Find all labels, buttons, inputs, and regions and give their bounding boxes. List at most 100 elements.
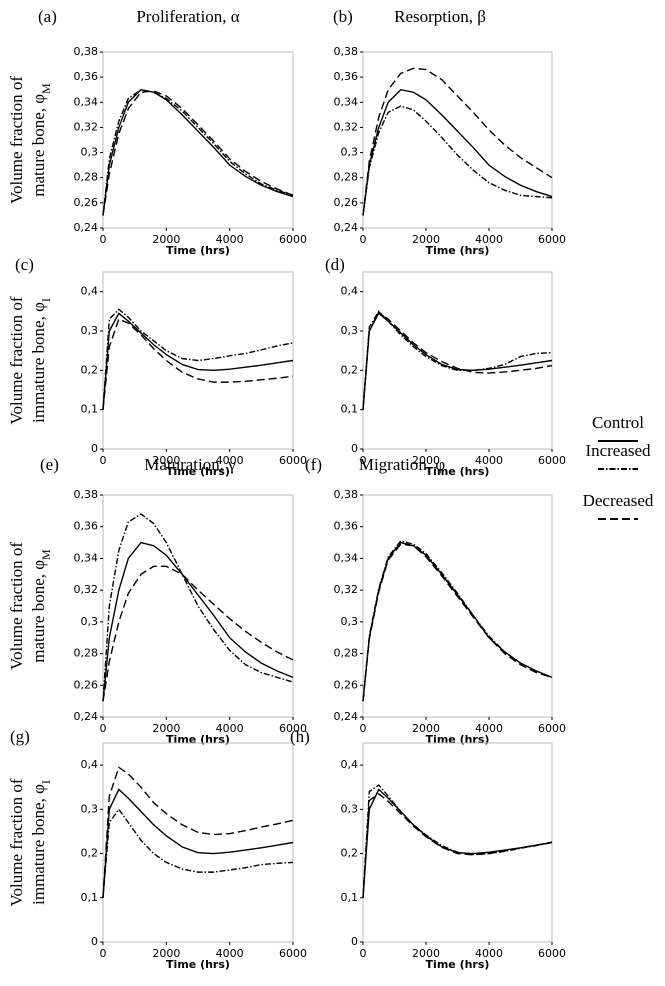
y-tick-label: 0,38 — [334, 488, 359, 501]
panel-title: Maturation, γ — [144, 455, 236, 474]
y-tick-label: 0,36 — [74, 520, 99, 533]
x-tick-label: 2000 — [152, 947, 180, 960]
series-line — [362, 541, 553, 702]
series-line — [362, 312, 553, 410]
x-tick-label: 0 — [360, 722, 367, 735]
y-tick-label: 0,24 — [334, 221, 359, 234]
x-tick-label: 0 — [360, 454, 367, 467]
panel-title: Migration, φ — [359, 455, 445, 474]
x-tick-label: 6000 — [279, 233, 307, 246]
y-axis-label: Volume fraction of — [7, 76, 26, 204]
y-tick-label: 0,26 — [334, 678, 359, 691]
y-tick-label: 0,4 — [341, 758, 359, 771]
y-axis-label: mature bone, φM — [29, 83, 53, 197]
x-tick-label: 4000 — [475, 454, 503, 467]
y-tick-label: 0,3 — [341, 615, 359, 628]
y-tick-label: 0,2 — [81, 847, 99, 860]
y-axis-label-sub: I — [39, 780, 53, 784]
plot-frame — [362, 51, 553, 229]
x-tick-label: 6000 — [538, 233, 566, 246]
series-line — [102, 308, 294, 410]
plot-frame — [362, 271, 553, 450]
x-tick-label: 4000 — [216, 233, 244, 246]
y-tick-label: 0,32 — [74, 120, 99, 133]
y-tick-label: 0,1 — [341, 891, 359, 904]
y-tick-label: 0,36 — [334, 520, 359, 533]
y-tick-label: 0,34 — [334, 95, 359, 108]
y-tick-label: 0,3 — [81, 146, 99, 159]
y-tick-label: 0,2 — [341, 847, 359, 860]
x-tick-label: 4000 — [475, 947, 503, 960]
x-tick-label: 6000 — [279, 947, 307, 960]
x-tick-label: 6000 — [279, 454, 307, 467]
y-tick-label: 0,28 — [74, 171, 99, 184]
x-tick-label: 0 — [100, 947, 107, 960]
x-tick-label: 0 — [100, 233, 107, 246]
y-tick-label: 0,36 — [74, 70, 99, 83]
series-line — [102, 808, 294, 898]
series-line — [102, 766, 294, 898]
panel-title: Proliferation, α — [136, 7, 239, 26]
legend-label: Decreased — [583, 491, 654, 510]
plot-frame — [102, 51, 294, 229]
y-tick-label: 0,1 — [341, 403, 359, 416]
x-tick-label: 2000 — [412, 947, 440, 960]
panel-label: (c) — [15, 255, 34, 274]
series-line — [362, 792, 553, 898]
x-tick-label: 0 — [100, 454, 107, 467]
y-tick-label: 0,38 — [74, 45, 99, 58]
series-line — [102, 312, 294, 410]
x-axis-label: Time (hrs) — [426, 958, 490, 971]
y-axis-label: immature bone, φI — [29, 298, 53, 423]
x-tick-label: 6000 — [279, 722, 307, 735]
series-line — [362, 311, 553, 410]
y-tick-label: 0,3 — [341, 802, 359, 815]
panel-label: (f) — [305, 455, 322, 474]
legend-label: Control — [592, 413, 644, 432]
y-tick-label: 0,38 — [334, 45, 359, 58]
y-axis-label: Volume fraction of — [7, 542, 26, 670]
series-line — [102, 541, 294, 702]
y-axis-label-main: immature bone, φ — [29, 784, 48, 905]
x-tick-label: 4000 — [216, 722, 244, 735]
y-tick-label: 0,24 — [334, 710, 359, 723]
plot-frame — [102, 742, 294, 943]
series-line — [102, 788, 294, 898]
y-tick-label: 0,3 — [81, 802, 99, 815]
y-tick-label: 0,34 — [74, 95, 99, 108]
x-tick-label: 2000 — [152, 722, 180, 735]
x-tick-label: 2000 — [412, 233, 440, 246]
y-tick-label: 0,32 — [334, 583, 359, 596]
x-axis-label: Time (hrs) — [426, 244, 490, 257]
y-tick-label: 0,32 — [334, 120, 359, 133]
y-axis-label: Volume fraction of — [7, 296, 26, 424]
x-tick-label: 4000 — [475, 722, 503, 735]
x-tick-label: 4000 — [216, 947, 244, 960]
y-tick-label: 0,28 — [334, 647, 359, 660]
x-axis-label: Time (hrs) — [166, 244, 230, 257]
x-axis-label: Time (hrs) — [426, 465, 490, 478]
y-axis-label-main: mature bone, φ — [29, 560, 48, 663]
series-line — [102, 565, 294, 702]
y-axis-label-sub: M — [39, 549, 53, 560]
series-line — [362, 543, 553, 702]
x-axis-label: Time (hrs) — [166, 465, 230, 478]
y-tick-label: 0,34 — [74, 551, 99, 564]
panel-label: (h) — [290, 727, 310, 746]
y-tick-label: 0,26 — [74, 678, 99, 691]
y-tick-label: 0,28 — [74, 647, 99, 660]
plot-frame — [362, 494, 553, 718]
y-tick-label: 0,2 — [341, 363, 359, 376]
x-tick-label: 2000 — [152, 233, 180, 246]
y-tick-label: 0,38 — [74, 488, 99, 501]
x-tick-label: 2000 — [412, 722, 440, 735]
y-tick-label: 0 — [351, 935, 358, 948]
x-tick-label: 4000 — [216, 454, 244, 467]
series-line — [362, 540, 553, 702]
y-axis-label: Volume fraction of — [7, 778, 26, 906]
series-line — [102, 318, 294, 410]
x-tick-label: 6000 — [538, 947, 566, 960]
y-tick-label: 0,28 — [334, 171, 359, 184]
y-tick-label: 0,3 — [81, 615, 99, 628]
